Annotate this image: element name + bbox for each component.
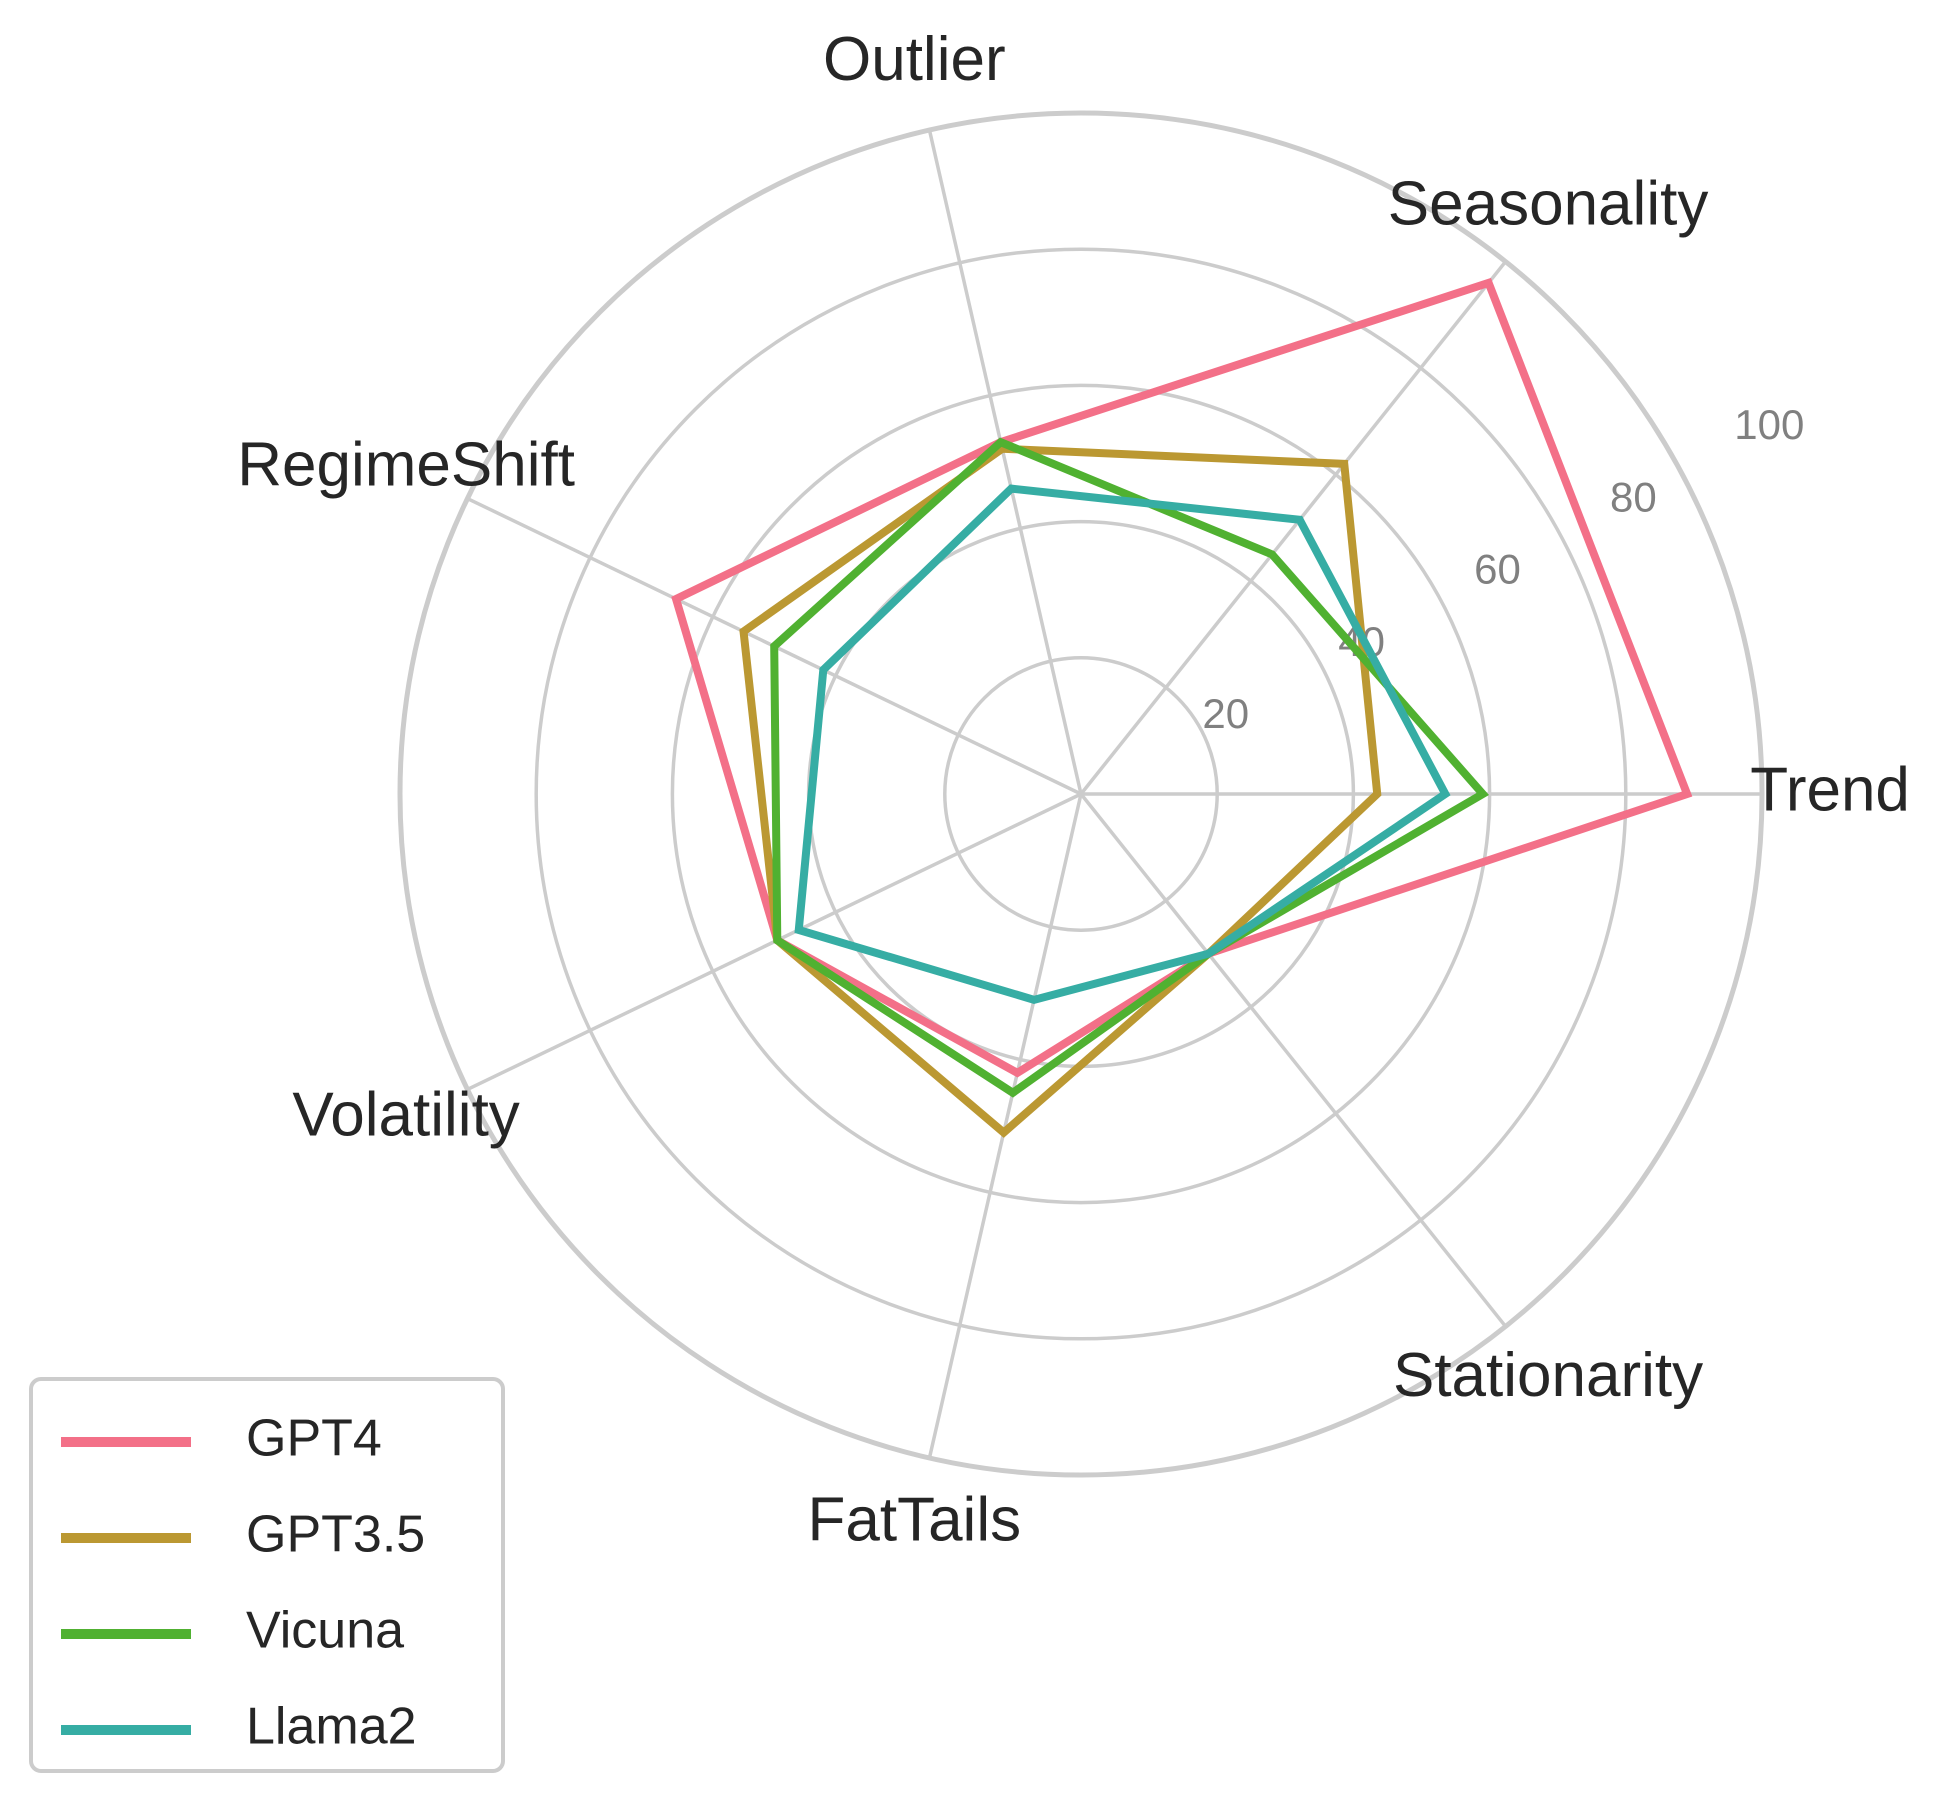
spoke <box>927 129 1083 795</box>
legend-label: Llama2 <box>246 1698 417 1756</box>
spoke <box>1079 260 1507 796</box>
category-label: Volatility <box>292 1080 519 1149</box>
category-label: FatTails <box>808 1486 1022 1555</box>
series-line <box>794 484 1451 1004</box>
category-label: Trend <box>1750 755 1910 824</box>
spoke <box>927 793 1083 1459</box>
category-label: Seasonality <box>1388 170 1709 239</box>
legend-box <box>29 1377 505 1773</box>
spoke <box>1079 792 1507 1328</box>
legend-label: Vicuna <box>246 1602 404 1660</box>
r-tick-label: 20 <box>1202 690 1249 737</box>
series-line <box>671 277 1693 1078</box>
series-line <box>739 444 1382 1138</box>
category-label: Stationarity <box>1393 1341 1703 1410</box>
r-tick-label: 100 <box>1734 401 1804 448</box>
r-tick-label: 60 <box>1474 546 1521 593</box>
legend-label: GPT3.5 <box>246 1506 425 1564</box>
series-line <box>770 437 1490 1098</box>
category-label: Outlier <box>823 25 1006 94</box>
legend-label: GPT4 <box>246 1410 382 1468</box>
category-label: RegimeShift <box>237 430 575 499</box>
r-tick-label: 80 <box>1610 473 1657 520</box>
